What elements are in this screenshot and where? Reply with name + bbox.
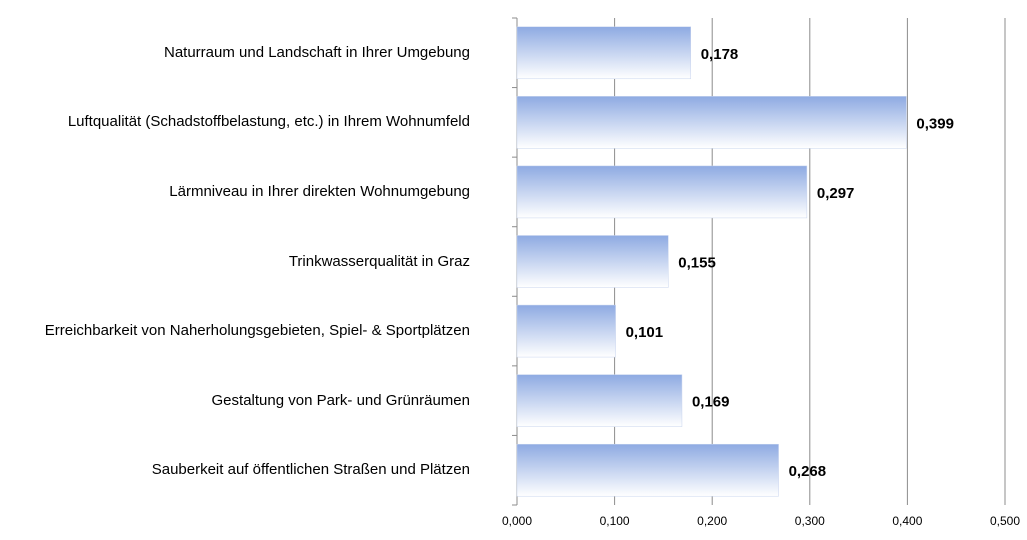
bar [516,443,779,497]
y-tick-label: Sauberkeit auf öffentlichen Straßen und … [151,461,470,479]
data-label: 0,178 [701,46,739,63]
data-label: 0,268 [789,463,827,480]
x-tick-label: 0,500 [990,514,1020,528]
data-label: 0,101 [626,324,664,341]
data-label: 0,297 [817,185,855,202]
y-tick-label: Gestaltung von Park- und Grünräumen [211,391,470,409]
x-tick-label: 0,000 [502,514,532,528]
x-tick-label: 0,200 [697,514,727,528]
bar [516,374,683,427]
data-label: 0,169 [692,394,730,411]
data-label: 0,155 [678,254,716,271]
bar [516,165,808,219]
bar [516,26,691,80]
y-tick-label: Luftqualität (Schadstoffbelastung, etc.)… [67,113,470,131]
x-tick-label: 0,100 [600,514,630,528]
y-tick-label: Erreichbarkeit von Naherholungsgebieten,… [44,322,470,340]
x-tick-label: 0,300 [795,514,825,528]
y-tick-label: Trinkwasserqualität in Graz [288,252,470,270]
bar [516,304,616,358]
x-tick-label: 0,400 [892,514,922,528]
bar [516,235,669,288]
y-tick-label: Naturraum und Landschaft in Ihrer Umgebu… [163,43,470,61]
data-label: 0,399 [916,115,954,132]
y-tick-label: Lärmniveau in Ihrer direkten Wohnumgebun… [169,182,470,200]
bar [516,96,907,149]
